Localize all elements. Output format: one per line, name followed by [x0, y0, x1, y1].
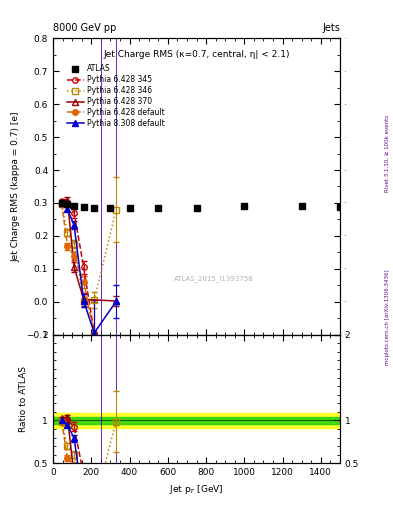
Bar — [53, 413, 340, 428]
Legend: ATLAS, Pythia 6.428 345, Pythia 6.428 346, Pythia 6.428 370, Pythia 6.428 defaul: ATLAS, Pythia 6.428 345, Pythia 6.428 34… — [66, 63, 166, 130]
Text: ATLAS_2015_I1393758: ATLAS_2015_I1393758 — [174, 275, 253, 282]
Text: mcplots.cern.ch [arXiv:1306.3436]: mcplots.cern.ch [arXiv:1306.3436] — [385, 270, 390, 365]
Y-axis label: Ratio to ATLAS: Ratio to ATLAS — [19, 366, 28, 432]
Text: Jets: Jets — [322, 23, 340, 33]
Y-axis label: Jet Charge RMS (kappa = 0.7) [e]: Jet Charge RMS (kappa = 0.7) [e] — [12, 111, 21, 262]
X-axis label: Jet p$_T$ [GeV]: Jet p$_T$ [GeV] — [169, 483, 224, 496]
Text: Jet Charge RMS (κ=0.7, central, η| < 2.1): Jet Charge RMS (κ=0.7, central, η| < 2.1… — [103, 50, 290, 59]
Bar — [53, 417, 340, 424]
Text: 8000 GeV pp: 8000 GeV pp — [53, 23, 116, 33]
Text: Rivet 3.1.10, ≥ 100k events: Rivet 3.1.10, ≥ 100k events — [385, 115, 390, 192]
